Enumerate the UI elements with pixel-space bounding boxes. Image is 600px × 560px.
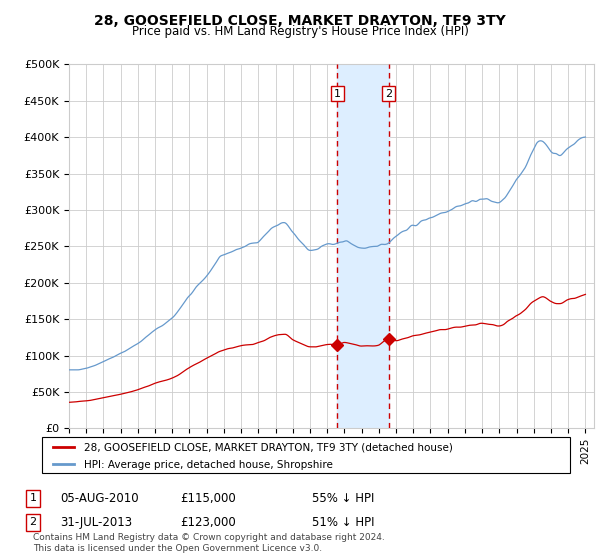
Bar — [337, 64, 389, 428]
Text: £123,000: £123,000 — [180, 516, 236, 529]
Text: 2: 2 — [29, 517, 37, 528]
Text: 55% ↓ HPI: 55% ↓ HPI — [312, 492, 374, 505]
Text: 28, GOOSEFIELD CLOSE, MARKET DRAYTON, TF9 3TY: 28, GOOSEFIELD CLOSE, MARKET DRAYTON, TF… — [94, 14, 506, 28]
Text: 51% ↓ HPI: 51% ↓ HPI — [312, 516, 374, 529]
Text: 28, GOOSEFIELD CLOSE, MARKET DRAYTON, TF9 3TY (detached house): 28, GOOSEFIELD CLOSE, MARKET DRAYTON, TF… — [84, 443, 453, 452]
Text: Price paid vs. HM Land Registry's House Price Index (HPI): Price paid vs. HM Land Registry's House … — [131, 25, 469, 38]
Text: 05-AUG-2010: 05-AUG-2010 — [60, 492, 139, 505]
Text: 1: 1 — [334, 88, 341, 99]
Text: 1: 1 — [29, 493, 37, 503]
Text: HPI: Average price, detached house, Shropshire: HPI: Average price, detached house, Shro… — [84, 460, 333, 470]
Text: 2: 2 — [385, 88, 392, 99]
FancyBboxPatch shape — [42, 437, 570, 473]
Text: Contains HM Land Registry data © Crown copyright and database right 2024.
This d: Contains HM Land Registry data © Crown c… — [33, 533, 385, 553]
Text: £115,000: £115,000 — [180, 492, 236, 505]
Text: 31-JUL-2013: 31-JUL-2013 — [60, 516, 132, 529]
